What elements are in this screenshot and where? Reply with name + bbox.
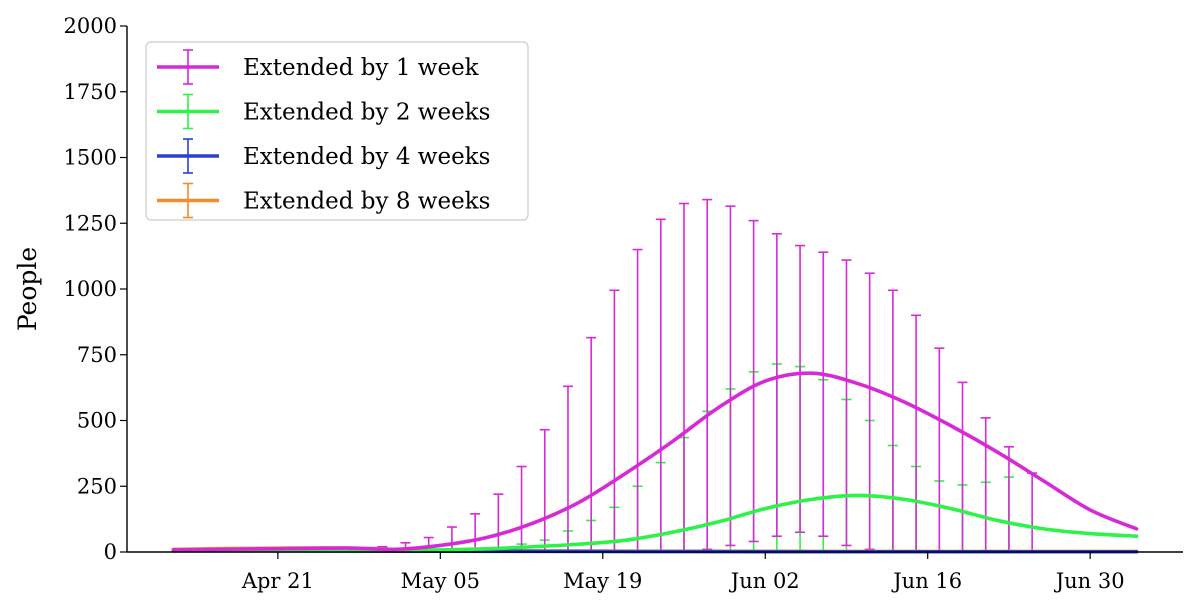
y-axis-title: People — [13, 247, 42, 331]
legend-item: Extended by 8 weeks — [157, 182, 490, 219]
x-tick-label: Jun 30 — [1054, 569, 1125, 593]
plot-area — [171, 198, 1139, 554]
y-tick-label: 250 — [77, 474, 117, 498]
series-line-2 — [171, 493, 1139, 553]
legend-label: Extended by 8 weeks — [243, 189, 490, 215]
legend: Extended by 1 week Extended by 2 weeks Ext… — [145, 41, 529, 221]
x-tick-label: May 05 — [401, 569, 480, 593]
x-tick-label: Jun 02 — [729, 569, 800, 593]
y-tick-label: 500 — [77, 409, 117, 433]
y-tick-label: 1000 — [64, 277, 117, 301]
x-tick-label: Apr 21 — [241, 569, 314, 593]
legend-label: Extended by 4 weeks — [243, 144, 490, 170]
y-tick-label: 1500 — [64, 146, 117, 170]
y-tick-label: 1250 — [64, 211, 117, 235]
axes: 0 250 500 750 1000 1250 1500 1750 2000 Apr 21 May… — [13, 14, 1183, 593]
series-line-1 — [171, 371, 1139, 552]
errorbars-series-1 — [377, 198, 1038, 552]
legend-item: Extended by 1 week — [157, 49, 480, 85]
legend-item: Extended by 4 weeks — [157, 138, 490, 174]
x-tick-label: May 19 — [563, 569, 642, 593]
y-ticks: 0 250 500 750 1000 1250 1500 1750 2000 — [64, 14, 127, 564]
legend-label: Extended by 2 weeks — [243, 100, 490, 126]
legend-item: Extended by 2 weeks — [157, 93, 490, 130]
legend-box — [145, 41, 529, 221]
y-tick-label: 750 — [77, 343, 117, 367]
y-tick-label: 0 — [104, 540, 117, 564]
legend-label: Extended by 1 week — [243, 55, 480, 81]
y-tick-label: 2000 — [64, 14, 117, 38]
x-ticks: Apr 21 May 05 May 19 Jun 02 Jun 16 Jun 30 — [241, 552, 1125, 593]
x-tick-label: Jun 16 — [891, 569, 962, 593]
y-tick-label: 1750 — [64, 80, 117, 104]
